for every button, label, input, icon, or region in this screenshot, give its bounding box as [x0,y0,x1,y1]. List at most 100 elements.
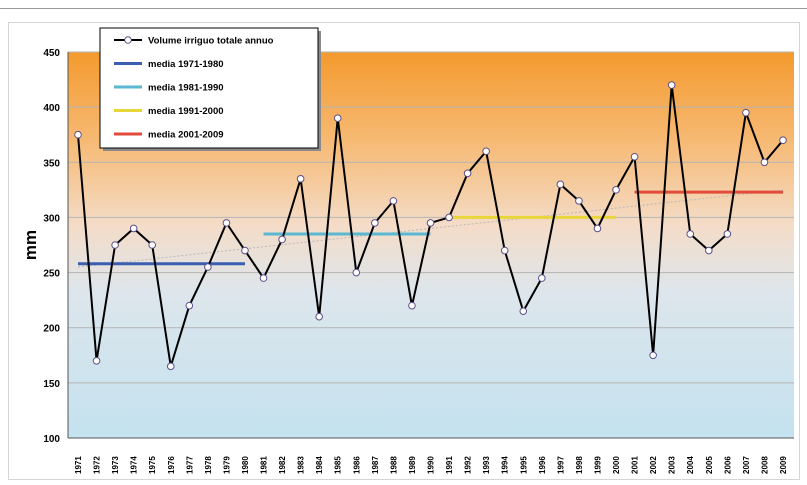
data-point-2002 [649,351,657,360]
x-tick-label-1977: 1977 [185,456,194,474]
x-tick-label-2001: 2001 [631,456,640,474]
x-tick-label-1975: 1975 [148,456,157,474]
x-tick-label-1998: 1998 [575,456,584,474]
data-point-1982 [278,235,286,244]
x-tick-label-2004: 2004 [686,456,695,474]
data-point-2004 [686,230,695,238]
data-point-2008 [760,158,769,167]
mean-lines [78,190,783,266]
x-tick-label-2003: 2003 [668,456,677,474]
data-point-1996 [538,274,546,282]
data-point-1971 [74,130,82,139]
data-point-1989 [408,301,416,310]
x-tick-label-1991: 1991 [445,456,454,474]
y-tick-label-300: 300 [43,213,60,224]
x-tick-label-1994: 1994 [501,456,510,474]
y-tick-label-450: 450 [43,48,60,59]
legend-label-3: media 1991-2000 [148,106,224,117]
data-point-1992 [463,169,472,178]
legend-label-0: Volume irriguo totale annuo [148,36,274,47]
data-point-2007 [742,108,750,117]
x-tick-label-1980: 1980 [241,456,250,474]
data-point-1991 [445,213,453,222]
data-point-1990 [426,219,435,227]
data-point-1976 [166,362,175,371]
y-axis-ticks: 100 150 200 250 300 350 400 450 [43,48,60,445]
x-tick-label-2007: 2007 [742,456,751,474]
x-tick-label-1982: 1982 [278,456,287,474]
data-point-1988 [389,197,398,205]
data-point-1974 [129,224,138,233]
x-tick-label-1987: 1987 [371,456,380,474]
legend-label-4: media 2001-2009 [148,130,224,141]
y-tick-label-100: 100 [43,434,60,445]
data-point-1995 [519,307,528,315]
x-tick-label-1981: 1981 [260,456,269,474]
data-point-1980 [241,246,249,255]
data-point-1972 [92,357,101,365]
x-tick-label-2000: 2000 [612,456,621,474]
data-point-2003 [667,81,676,89]
legend-label-2: media 1981-1990 [148,83,224,94]
data-point-2000 [612,186,620,194]
x-tick-label-1976: 1976 [167,456,176,474]
y-axis-label: mm [21,230,40,260]
x-tick-label-1990: 1990 [427,456,436,474]
x-tick-label-2005: 2005 [705,456,714,474]
legend-marker [124,36,132,44]
x-tick-label-1979: 1979 [222,456,231,474]
x-tick-label-1973: 1973 [111,456,120,474]
x-tick-label-1999: 1999 [593,456,602,474]
data-point-1979 [222,219,231,227]
data-point-1985 [333,114,342,122]
data-point-1983 [296,175,305,183]
data-point-1986 [352,268,361,277]
y-tick-label-350: 350 [43,158,60,169]
x-tick-label-1992: 1992 [464,456,473,474]
x-tick-label-2008: 2008 [760,456,769,474]
x-axis-ticks: 1971 1972 1973 1974 1975 1976 1977 1978 1979 1980… [74,456,788,474]
data-point-2001 [630,152,639,161]
x-tick-label-1995: 1995 [519,456,528,474]
x-tick-label-1978: 1978 [204,456,213,474]
data-point-1994 [500,246,509,255]
series-volume [74,81,787,371]
data-point-1981 [259,274,268,282]
legend: Volume irriguo totale annuo media 1971-19… [99,27,321,151]
data-point-1975 [148,241,157,249]
x-tick-label-1972: 1972 [93,456,102,474]
data-point-1973 [111,241,119,249]
data-point-1977 [185,301,194,310]
data-point-2005 [704,246,713,255]
x-tick-label-2002: 2002 [649,456,658,474]
x-tick-label-1996: 1996 [538,456,547,474]
top-rule [0,8,807,9]
data-point-1978 [204,263,212,271]
data-point-1997 [556,180,565,189]
y-tick-label-150: 150 [43,379,60,390]
x-tick-label-2009: 2009 [779,456,788,474]
x-tick-label-1989: 1989 [408,456,417,474]
data-point-1984 [315,312,323,321]
y-tick-label-400: 400 [43,103,60,114]
x-tick-label-1984: 1984 [315,456,324,474]
x-tick-label-1988: 1988 [389,456,398,474]
x-tick-label-1971: 1971 [74,456,83,474]
x-tick-label-1985: 1985 [334,456,343,474]
x-tick-label-2006: 2006 [723,456,732,474]
data-point-1999 [593,224,602,233]
x-tick-label-1986: 1986 [352,456,361,474]
x-tick-label-1993: 1993 [482,456,491,474]
y-tick-label-200: 200 [43,324,60,335]
x-tick-label-1983: 1983 [297,456,306,474]
y-tick-label-250: 250 [43,269,60,280]
legend-label-1: media 1971-1980 [148,59,224,70]
data-point-2006 [723,230,732,238]
data-point-1987 [371,219,379,227]
x-tick-label-1997: 1997 [556,456,565,474]
data-point-1993 [482,147,490,156]
data-point-2009 [779,136,787,145]
data-point-1998 [575,197,583,205]
x-tick-label-1974: 1974 [130,456,139,474]
